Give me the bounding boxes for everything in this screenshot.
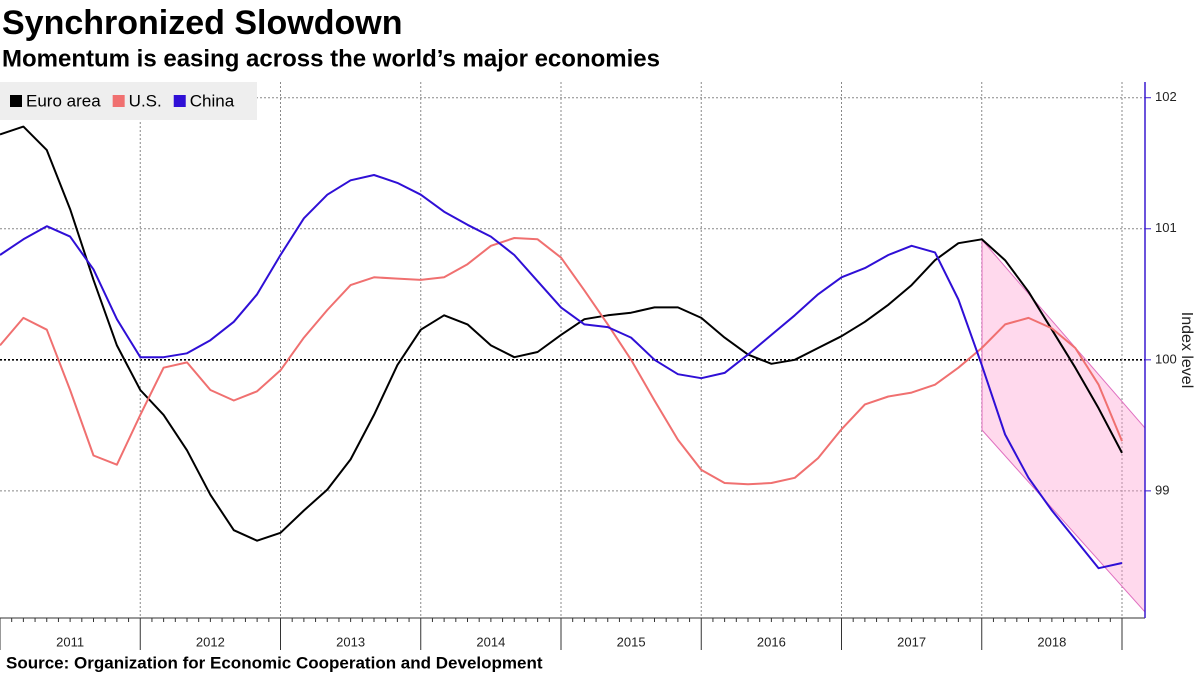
x-tick-label: 2015 <box>617 634 646 649</box>
legend-swatch <box>112 95 125 107</box>
series-line <box>0 125 1123 542</box>
legend-label: Euro area <box>26 91 101 110</box>
axes: 99 100 101 102 2011 2012 2013 2014 2015 2016 2017 2… <box>0 82 1177 650</box>
trend-channel <box>981 238 1146 614</box>
y-tick-label: 100 <box>1155 351 1177 366</box>
y-tick-label: 99 <box>1155 482 1169 497</box>
legend-box <box>0 82 257 120</box>
x-tick-label: 2017 <box>897 634 926 649</box>
y-tick-label: 101 <box>1155 220 1177 235</box>
legend-swatch <box>173 95 186 107</box>
series-line <box>0 237 1123 486</box>
source: Source: Organization for Economic Cooper… <box>6 653 543 672</box>
chart-title: Synchronized Slowdown <box>2 4 402 42</box>
legend-label: U.S. <box>129 91 162 110</box>
y-tick-label: 102 <box>1155 89 1177 104</box>
legend: Euro area U.S. China <box>0 82 257 120</box>
x-tick-label: 2014 <box>476 634 505 649</box>
y-axis-label: Index level <box>1178 312 1195 389</box>
legend-label: China <box>190 91 235 110</box>
series-line <box>0 174 1123 570</box>
grid <box>0 82 1145 618</box>
legend-swatch <box>10 95 22 107</box>
x-tick-label: 2011 <box>56 634 84 649</box>
x-tick-label: 2016 <box>757 634 786 649</box>
x-tick-label: 2012 <box>196 634 225 649</box>
x-tick-label: 2013 <box>336 634 365 649</box>
lines <box>0 125 1123 570</box>
chart-subtitle: Momentum is easing across the world’s ma… <box>2 45 660 72</box>
x-tick-label: 2018 <box>1037 634 1066 649</box>
